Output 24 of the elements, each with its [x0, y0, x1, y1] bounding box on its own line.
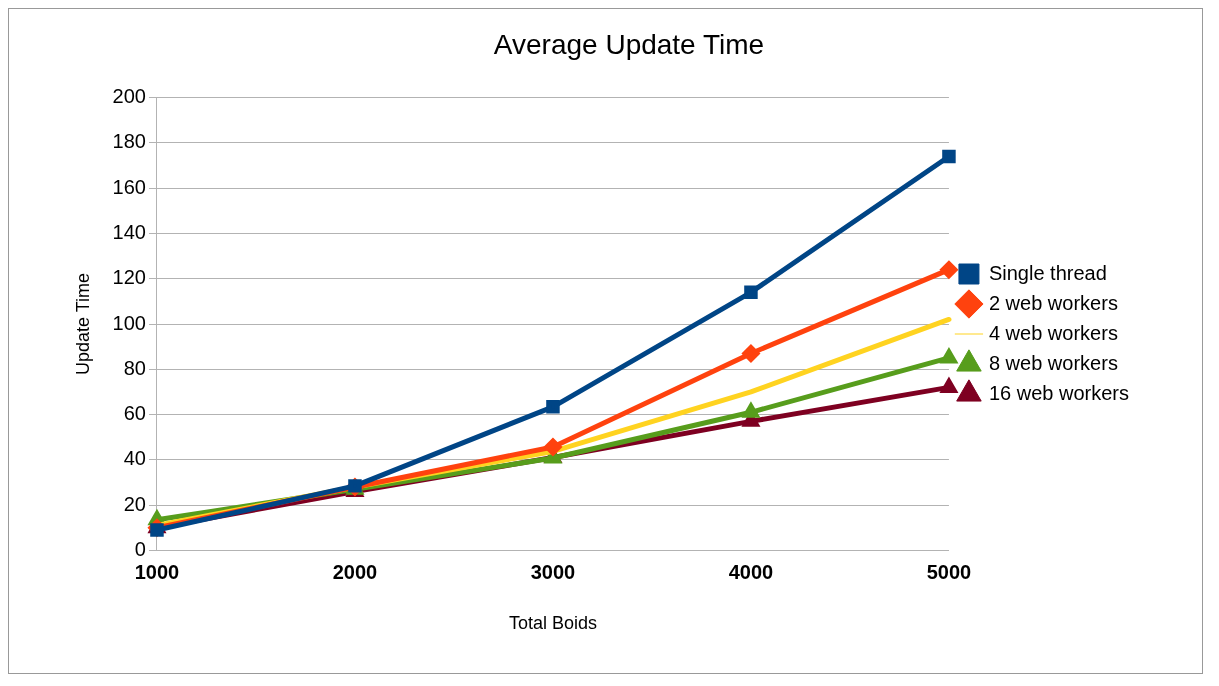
x-tick-label: 3000 — [530, 560, 576, 583]
legend-label: 16 web workers — [988, 381, 1129, 404]
y-tick-label: 80 — [123, 356, 146, 379]
x-tick-label: 2000 — [332, 560, 378, 583]
y-tick-label: 200 — [112, 85, 146, 108]
y-tick-label: 40 — [123, 447, 146, 470]
legend-label: 4 web workers — [988, 321, 1118, 344]
y-axis-title: Update Time — [72, 272, 93, 376]
legend-label: 8 web workers — [988, 351, 1118, 374]
y-tick-label: 160 — [112, 175, 146, 198]
chart-title: Average Update Time — [493, 28, 765, 60]
y-tick-label: 0 — [134, 537, 146, 560]
y-tick-label: 100 — [112, 311, 146, 334]
y-tick-label: 180 — [112, 130, 146, 153]
legend-label: 2 web workers — [988, 291, 1118, 314]
x-tick-label: 4000 — [728, 560, 774, 583]
x-tick-label: 1000 — [134, 560, 180, 583]
y-tick-label: 20 — [123, 492, 146, 515]
y-tick-label: 120 — [112, 266, 146, 289]
x-axis-title: Total Boids — [508, 613, 597, 634]
legend-label: Single thread — [988, 261, 1107, 284]
x-tick-label: 5000 — [926, 560, 972, 583]
y-tick-label: 140 — [112, 220, 146, 243]
y-tick-label: 60 — [123, 402, 146, 425]
